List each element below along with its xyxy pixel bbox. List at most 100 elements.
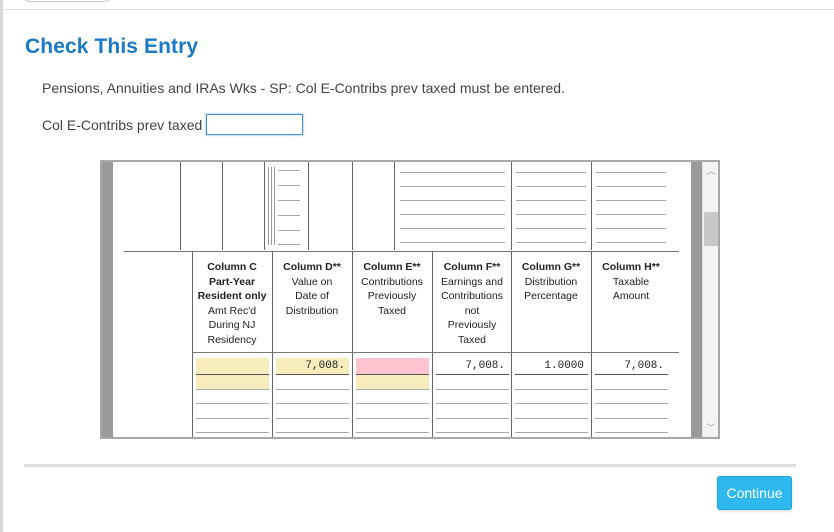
row-line <box>196 432 269 433</box>
row-line <box>595 432 668 433</box>
contribs-prev-taxed-input[interactable] <box>206 114 304 135</box>
scroll-up-arrow-icon[interactable]: ︿ <box>706 166 716 176</box>
row-line <box>515 403 588 404</box>
form-line <box>596 186 666 187</box>
column-g-header: Column G** Distribution Percentage <box>512 260 590 304</box>
grid-line <box>272 251 273 437</box>
grid-line <box>268 167 269 245</box>
grid-line <box>352 251 353 437</box>
continue-button[interactable]: Continue <box>717 476 792 510</box>
grid-line <box>274 167 275 245</box>
top-tab <box>22 0 112 2</box>
grid-line <box>271 167 272 245</box>
scroll-down-arrow-icon[interactable]: ﹀ <box>706 423 716 433</box>
form-line <box>278 230 300 231</box>
header-separator <box>124 251 679 252</box>
footer-divider <box>24 464 796 467</box>
row-line <box>356 432 429 433</box>
row-line <box>595 374 668 375</box>
form-line <box>516 228 586 229</box>
form-line <box>516 214 586 215</box>
row-line <box>595 403 668 404</box>
row-line <box>515 432 588 433</box>
form-line <box>400 214 505 215</box>
entry-field-row: Col E-Contribs prev taxed <box>42 114 304 135</box>
row-line <box>436 432 509 433</box>
row-line <box>436 418 509 419</box>
form-line <box>596 242 666 243</box>
form-line <box>278 244 300 245</box>
data-separator <box>192 352 679 353</box>
row-line <box>595 389 668 390</box>
form-line <box>516 172 586 173</box>
column-e-field <box>356 375 429 389</box>
column-d-header: Column D** Value on Date of Distribution <box>273 260 351 318</box>
column-h-title: Column H** <box>602 261 660 273</box>
form-line <box>278 170 300 171</box>
form-line <box>596 200 666 201</box>
form-line <box>278 185 300 186</box>
column-f-value: 7,008. <box>465 360 505 372</box>
row-line <box>276 374 349 375</box>
row-line <box>276 389 349 390</box>
worksheet-left-margin <box>102 162 113 437</box>
column-c-value <box>196 358 269 374</box>
worksheet-right-margin <box>691 162 702 437</box>
row-line <box>196 374 269 375</box>
column-c-description: Amt Rec'd During NJ Residency <box>207 304 257 346</box>
column-h-description: Taxable Amount <box>612 275 650 303</box>
row-line <box>356 403 429 404</box>
row-line <box>515 418 588 419</box>
worksheet-scrollbar[interactable]: ︿ ﹀ <box>702 162 718 437</box>
grid-line <box>264 162 265 250</box>
form-line <box>400 242 505 243</box>
row-line <box>276 418 349 419</box>
row-line <box>515 389 588 390</box>
grid-line <box>222 162 223 250</box>
row-line <box>196 418 269 419</box>
form-line <box>400 172 505 173</box>
left-border <box>0 0 3 532</box>
scroll-thumb[interactable] <box>704 212 718 246</box>
column-h-header: Column H** Taxable Amount <box>592 260 670 304</box>
form-line <box>400 200 505 201</box>
form-line <box>516 242 586 243</box>
grid-line <box>511 162 512 250</box>
grid-line <box>192 251 193 437</box>
worksheet-preview: Column C Part-Year Resident only Amt Rec… <box>100 160 720 439</box>
grid-line <box>432 251 433 437</box>
form-line <box>596 214 666 215</box>
column-f-header: Column F** Earnings and Contributions no… <box>433 260 511 347</box>
form-line <box>516 200 586 201</box>
grid-line <box>511 251 512 437</box>
row-line <box>436 389 509 390</box>
column-e-header: Column E** Contributions Previously Taxe… <box>353 260 431 318</box>
row-line <box>515 374 588 375</box>
grid-line <box>591 162 592 250</box>
column-c-header: Column C Part-Year Resident only Amt Rec… <box>193 260 271 347</box>
row-line <box>196 389 269 390</box>
column-e-value[interactable] <box>356 358 429 374</box>
grid-line <box>352 162 353 250</box>
grid-line <box>591 251 592 437</box>
row-line <box>436 374 509 375</box>
form-line <box>516 186 586 187</box>
row-line <box>196 403 269 404</box>
grid-line <box>308 162 309 250</box>
form-line <box>278 215 300 216</box>
column-f-description: Earnings and Contributions not Previousl… <box>441 275 503 346</box>
error-message: Pensions, Annuities and IRAs Wks - SP: C… <box>42 80 565 96</box>
form-line <box>400 228 505 229</box>
form-line <box>400 186 505 187</box>
column-e-description: Contributions Previously Taxed <box>361 275 423 317</box>
column-f-title: Column F** <box>443 261 501 273</box>
form-line <box>596 172 666 173</box>
column-g-value: 1.0000 <box>544 360 584 372</box>
row-line <box>436 403 509 404</box>
column-h-value: 7,008. <box>624 360 664 372</box>
row-line <box>356 418 429 419</box>
column-g-title: Column G** <box>521 261 581 273</box>
top-divider <box>3 9 834 10</box>
row-line <box>276 432 349 433</box>
column-d-value: 7,008. <box>276 358 349 374</box>
